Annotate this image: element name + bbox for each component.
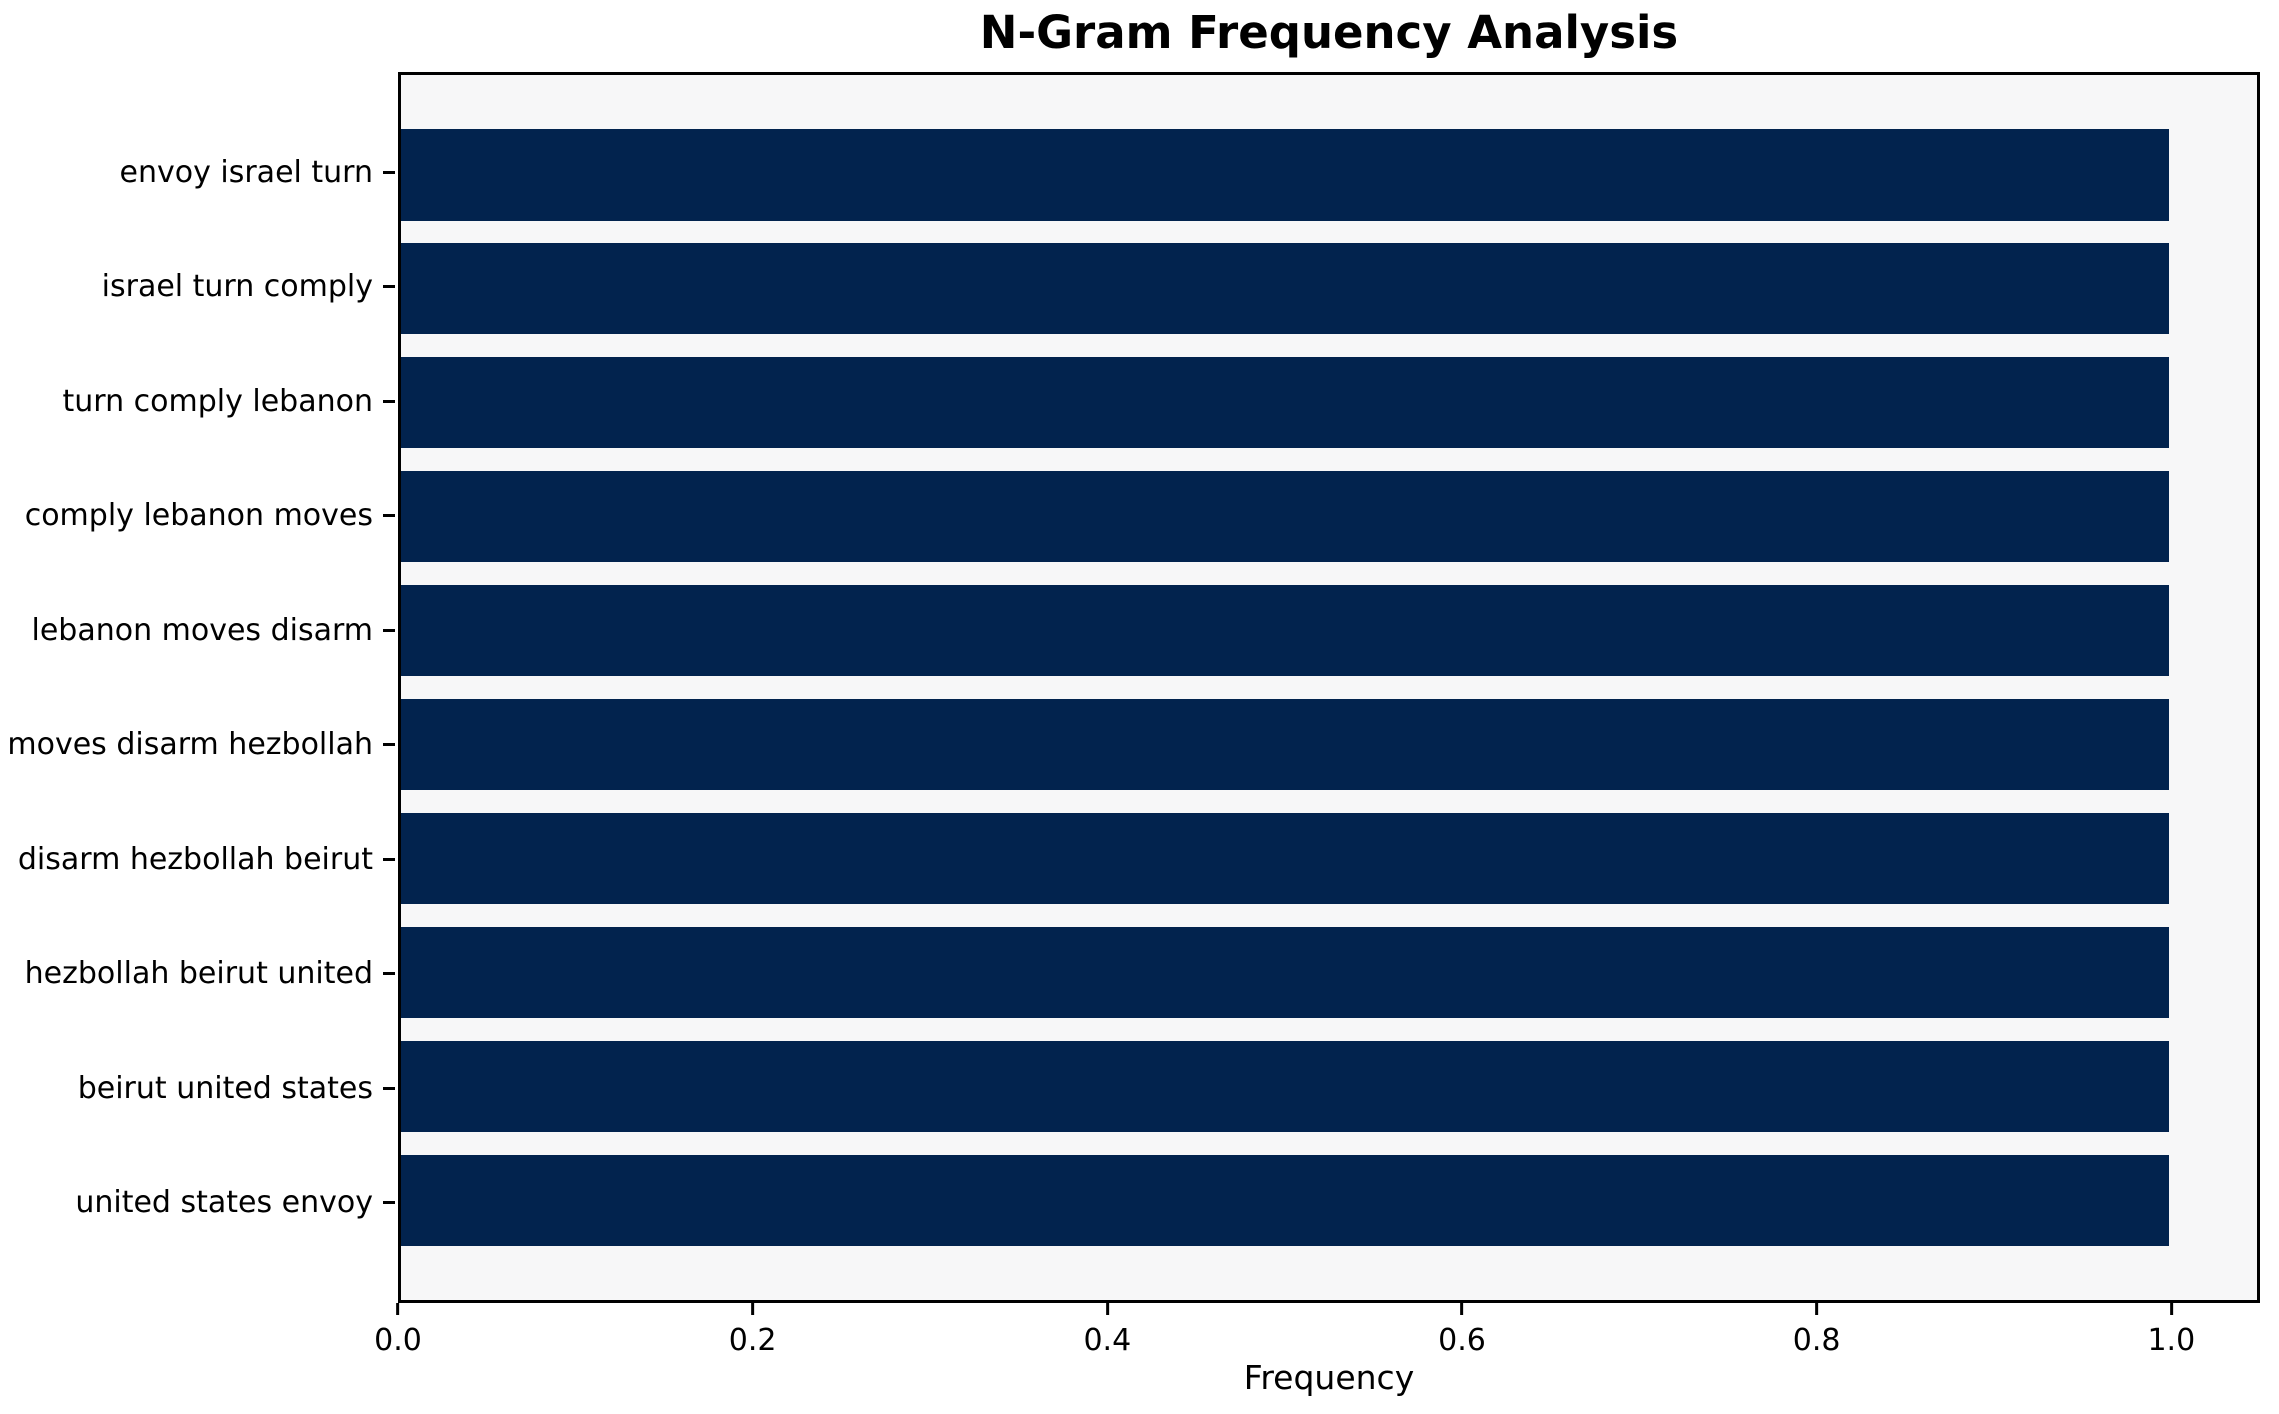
y-tick-label: moves disarm hezbollah xyxy=(7,727,373,763)
x-tick-mark xyxy=(2169,1303,2173,1315)
chart-title: N-Gram Frequency Analysis xyxy=(979,6,1679,59)
bar xyxy=(401,357,2169,449)
y-axis: envoy israel turn israel turn comply turn … xyxy=(0,72,395,1303)
y-tick-label: united states envoy xyxy=(75,1185,373,1221)
y-tick-mark xyxy=(383,972,395,976)
bar-row xyxy=(401,1143,2257,1257)
bar-row xyxy=(401,118,2257,232)
plot-area xyxy=(398,72,2260,1303)
x-tick-mark xyxy=(1460,1303,1464,1315)
y-label-row: hezbollah beirut united xyxy=(0,917,395,1032)
x-tick-label: 1.0 xyxy=(2147,1323,2196,1358)
x-tick-mark xyxy=(396,1303,400,1315)
y-label-row: lebanon moves disarm xyxy=(0,573,395,688)
bar-row xyxy=(401,460,2257,574)
bar-row xyxy=(401,688,2257,802)
y-label-row: comply lebanon moves xyxy=(0,459,395,574)
x-tick-mark xyxy=(1105,1303,1109,1315)
y-tick-mark xyxy=(383,1201,395,1205)
y-tick-mark xyxy=(383,170,395,174)
bar xyxy=(401,926,2169,1018)
x-tick-mark xyxy=(751,1303,755,1315)
x-tick-label: 0.8 xyxy=(1792,1323,1841,1358)
bar xyxy=(401,1154,2169,1246)
bar-row xyxy=(401,574,2257,688)
x-tick-label: 0.2 xyxy=(728,1323,777,1358)
y-tick-mark xyxy=(383,285,395,289)
bar xyxy=(401,585,2169,677)
x-tick: 0.0 xyxy=(374,1303,422,1358)
bar-row xyxy=(401,915,2257,1029)
y-tick-label: comply lebanon moves xyxy=(24,498,373,534)
y-tick-mark xyxy=(383,399,395,403)
y-tick-mark xyxy=(383,628,395,632)
bar xyxy=(401,471,2169,563)
y-tick-label: envoy israel turn xyxy=(119,154,373,190)
bar-row xyxy=(401,1029,2257,1143)
y-tick-label: beirut united states xyxy=(77,1070,373,1106)
x-tick: 0.6 xyxy=(1438,1303,1486,1358)
y-tick-label: disarm hezbollah beirut xyxy=(17,841,373,877)
y-label-row: turn comply lebanon xyxy=(0,344,395,459)
x-tick: 0.4 xyxy=(1083,1303,1131,1358)
y-tick-mark xyxy=(383,743,395,747)
x-tick-label: 0.4 xyxy=(1083,1323,1132,1358)
y-tick-label: hezbollah beirut united xyxy=(24,956,373,992)
bar-row xyxy=(401,801,2257,915)
y-label-row: united states envoy xyxy=(0,1146,395,1261)
bar xyxy=(401,698,2169,791)
y-tick-label: israel turn comply xyxy=(101,269,373,305)
y-label-row: disarm hezbollah beirut xyxy=(0,802,395,917)
y-tick-label: turn comply lebanon xyxy=(62,383,373,419)
bar-row xyxy=(401,346,2257,460)
bar xyxy=(401,243,2169,335)
y-tick-label: lebanon moves disarm xyxy=(31,612,373,648)
x-axis-label: Frequency xyxy=(1243,1358,1415,1397)
bar-row xyxy=(401,232,2257,346)
y-tick-mark xyxy=(383,857,395,861)
y-tick-mark xyxy=(383,514,395,518)
x-tick: 0.2 xyxy=(729,1303,777,1358)
x-tick-label: 0.6 xyxy=(1438,1323,1486,1358)
x-tick: 1.0 xyxy=(2147,1303,2195,1358)
x-tick-mark xyxy=(1815,1303,1819,1315)
bars xyxy=(401,75,2257,1300)
y-label-row: moves disarm hezbollah xyxy=(0,688,395,803)
y-tick-mark xyxy=(383,1086,395,1090)
y-label-row: beirut united states xyxy=(0,1031,395,1146)
y-label-row: israel turn comply xyxy=(0,230,395,345)
bar xyxy=(401,812,2169,904)
bar xyxy=(401,129,2169,221)
x-tick: 0.8 xyxy=(1793,1303,1841,1358)
x-tick-label: 0.0 xyxy=(374,1323,422,1358)
bar xyxy=(401,1040,2169,1132)
y-label-row: envoy israel turn xyxy=(0,115,395,230)
